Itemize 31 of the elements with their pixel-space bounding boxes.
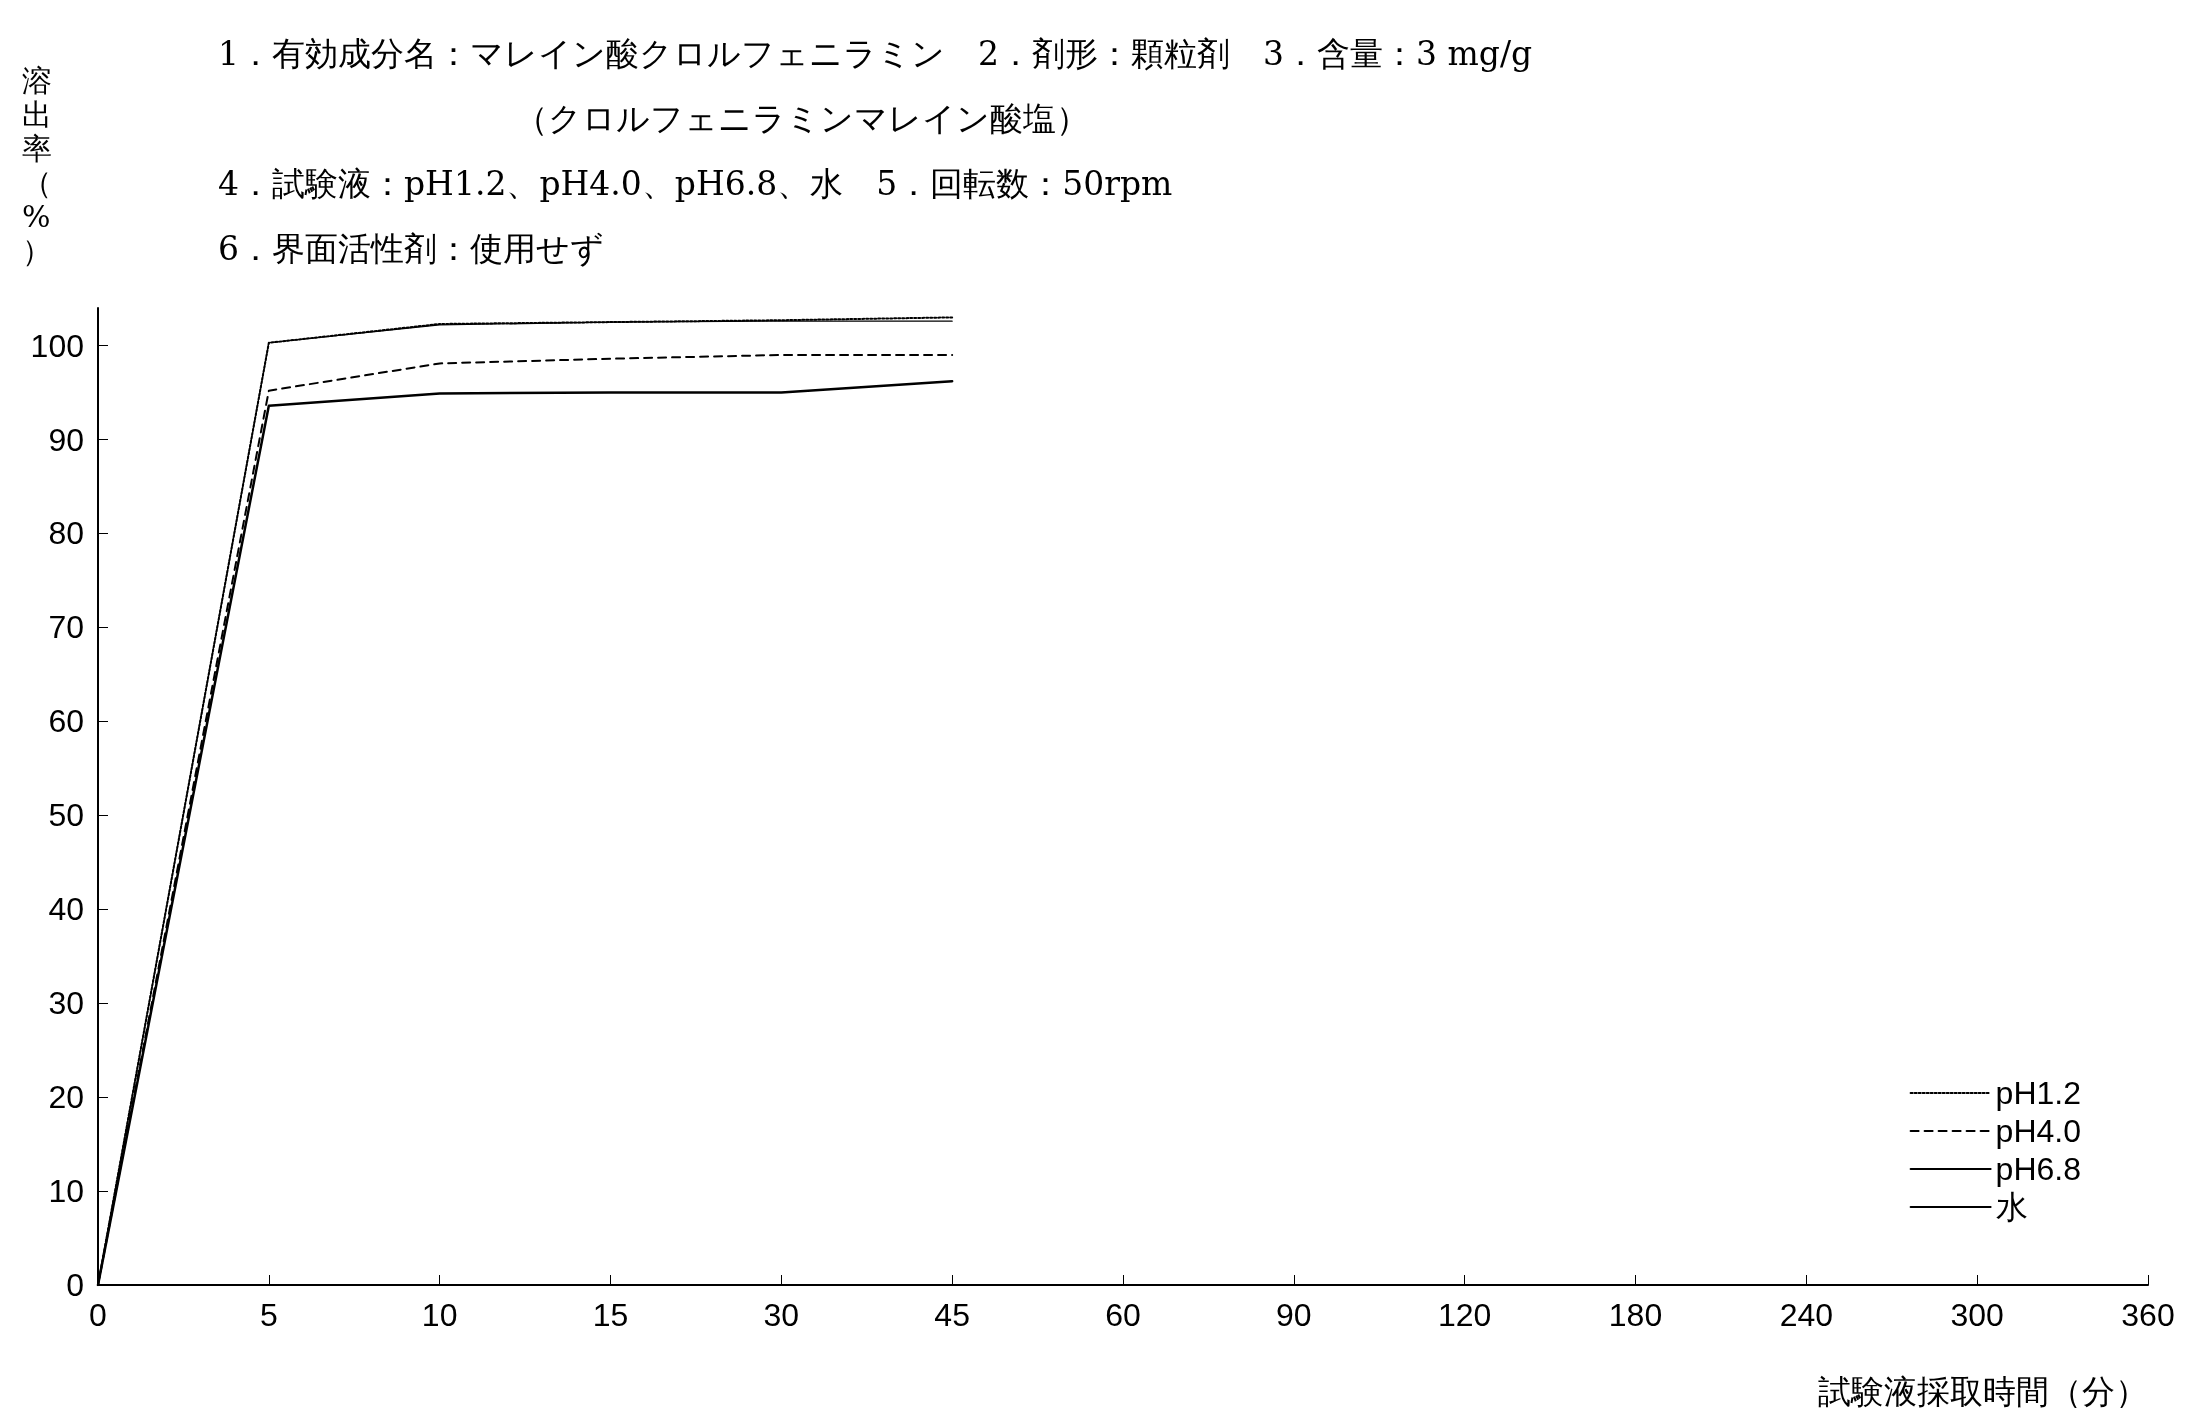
x-axis-title: 試験液採取時間（分） xyxy=(1818,1372,2148,1411)
y-tick-label: 60 xyxy=(48,703,84,740)
y-tick-label: 80 xyxy=(48,515,84,552)
y-tick-label: 20 xyxy=(48,1079,84,1116)
x-tick-label: 120 xyxy=(1437,1297,1492,1333)
x-tick-label: 15 xyxy=(592,1297,629,1333)
legend-label: pH6.8 xyxy=(1995,1151,2081,1187)
legend-label: 水 xyxy=(1995,1189,2028,1225)
x-tick-label: 30 xyxy=(763,1297,800,1333)
y-tick-label: 10 xyxy=(48,1173,84,1210)
y-tick-label: 40 xyxy=(48,891,84,928)
x-tick-label: 0 xyxy=(89,1297,107,1333)
y-axis-title: 溶出率（%） xyxy=(22,62,52,268)
x-tick-label: 60 xyxy=(1105,1297,1141,1333)
x-tick-label: 5 xyxy=(259,1297,278,1333)
y-tick-label: 30 xyxy=(48,985,84,1022)
y-tick-label: 90 xyxy=(48,421,84,458)
legend-label: pH1.2 xyxy=(1995,1075,2081,1111)
y-tick-label: 0 xyxy=(66,1267,84,1303)
x-tick-label: 180 xyxy=(1608,1297,1663,1333)
legend-label: pH4.0 xyxy=(1995,1113,2081,1149)
y-tick-label: 100 xyxy=(30,327,84,364)
y-tick-label: 50 xyxy=(48,797,84,834)
x-tick-label: 90 xyxy=(1276,1297,1312,1333)
x-tick-label: 300 xyxy=(1950,1297,2004,1333)
chart-title: 1．有効成分名：マレイン酸クロルフェニラミン 2．剤形：顆粒剤 3．含量：3 mg/g （クロルフェニラミンマレイン酸塩） 4．試験液：pH1.2、pH4.0、pH6.8、水 5．回転数：50rpm 6．界面活性剤：使用せず xyxy=(218,34,1533,268)
x-tick-label: 10 xyxy=(421,1297,458,1333)
x-tick-label: 45 xyxy=(934,1297,970,1333)
x-tick-label: 240 xyxy=(1779,1297,1834,1333)
x-tick-label: 360 xyxy=(2121,1297,2175,1333)
y-tick-label: 70 xyxy=(48,609,84,646)
